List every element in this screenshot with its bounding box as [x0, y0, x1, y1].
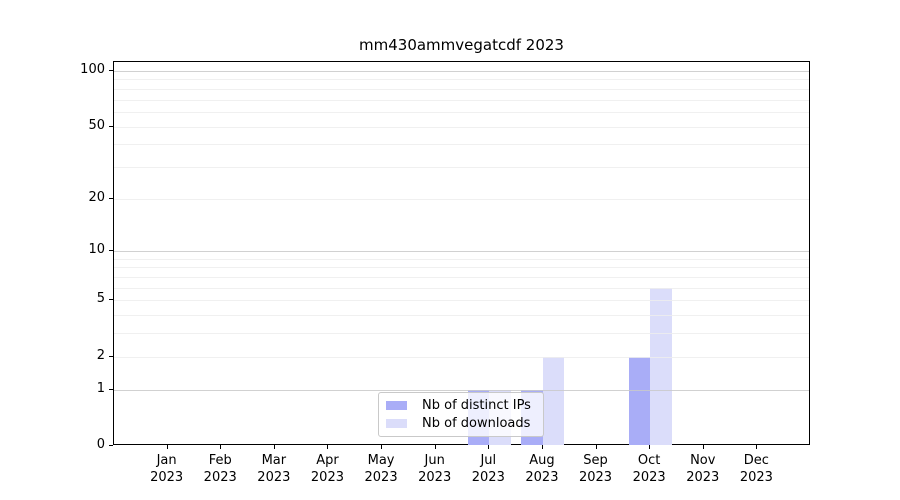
minor-gridline [114, 88, 809, 90]
y-tick-label: 0 [96, 437, 105, 452]
x-tick-label: Jan 2023 [150, 453, 184, 485]
y-tick-label: 10 [88, 242, 105, 258]
legend-row-downloads: Nb of downloads [386, 416, 536, 431]
y-tick-label: 100 [80, 62, 105, 77]
minor-gridline [114, 315, 809, 317]
x-tick-label: Jul 2023 [471, 453, 505, 485]
x-tick-mark [702, 445, 704, 449]
y-tick-label: 5 [96, 291, 105, 307]
legend-row-distinct-ips: Nb of distinct IPs [386, 398, 536, 413]
x-tick-label: Apr 2023 [310, 453, 344, 485]
x-tick-label: Feb 2023 [203, 453, 237, 485]
x-tick-label: Sep 2023 [578, 453, 613, 485]
minor-gridline [114, 79, 809, 81]
y-tick-mark [109, 197, 113, 199]
bar-nb-of-downloads-oct [650, 287, 672, 445]
y-tick-label: 50 [88, 117, 105, 133]
minor-gridline [114, 277, 809, 279]
y-tick-mark [109, 250, 113, 252]
legend-label-downloads: Nb of downloads [422, 416, 531, 432]
x-tick-label: Dec 2023 [739, 453, 773, 485]
x-tick-label: Oct 2023 [632, 453, 666, 485]
chart-title: mm430ammvegatcdf 2023 [359, 36, 564, 54]
legend-swatch-distinct-ips [386, 400, 407, 410]
x-tick-mark [434, 445, 436, 449]
minor-gridline [114, 99, 809, 101]
x-tick-label: Aug 2023 [525, 453, 559, 485]
legend-swatch-downloads [386, 419, 407, 429]
legend: Nb of distinct IPs Nb of downloads [378, 392, 544, 437]
minor-gridline [114, 300, 809, 302]
y-tick-mark [109, 299, 113, 301]
minor-gridline [114, 144, 809, 146]
y-tick-label: 1 [96, 380, 105, 396]
y-tick-mark [109, 388, 113, 390]
x-tick-mark [166, 445, 168, 449]
minor-gridline [114, 166, 809, 168]
x-tick-mark [756, 445, 758, 449]
minor-gridline [114, 258, 809, 260]
minor-gridline [114, 267, 809, 269]
y-tick-mark [109, 125, 113, 127]
minor-gridline [114, 333, 809, 335]
bar-nb-of-distinct-ips-oct [628, 356, 651, 445]
major-gridline [114, 251, 809, 253]
legend-label-distinct-ips: Nb of distinct IPs [422, 397, 531, 413]
minor-gridline [114, 287, 809, 289]
x-tick-mark [220, 445, 222, 449]
y-tick-mark [109, 70, 113, 71]
y-tick-label: 2 [96, 347, 105, 363]
x-tick-label: Mar 2023 [257, 453, 291, 485]
x-tick-mark [273, 445, 275, 449]
minor-gridline [114, 126, 809, 128]
x-tick-mark [541, 445, 543, 449]
major-gridline [114, 71, 809, 72]
x-tick-mark [649, 445, 651, 449]
y-tick-mark [109, 355, 113, 357]
x-tick-mark [595, 445, 597, 449]
major-gridline [114, 389, 809, 391]
minor-gridline [114, 198, 809, 200]
x-tick-mark [488, 445, 490, 449]
plot-area [113, 61, 810, 445]
minor-gridline [114, 356, 809, 358]
y-tick-mark [109, 445, 113, 446]
x-tick-mark [327, 445, 329, 449]
x-tick-label: Nov 2023 [686, 453, 720, 485]
bar-nb-of-downloads-aug [542, 356, 565, 445]
y-tick-label: 20 [88, 189, 105, 205]
minor-gridline [114, 111, 809, 113]
x-tick-label: May 2023 [364, 453, 398, 485]
x-tick-mark [381, 445, 383, 449]
x-tick-label: Jun 2023 [418, 453, 452, 485]
